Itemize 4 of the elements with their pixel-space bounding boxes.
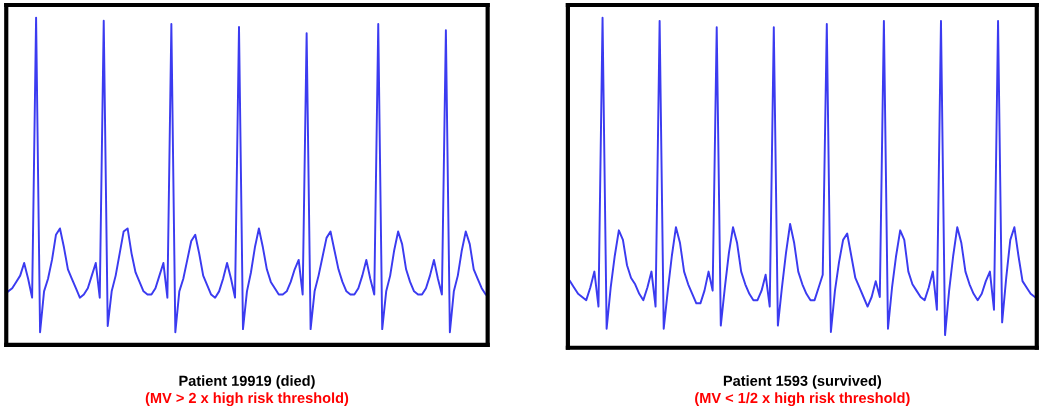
text: Patient 19919 (died) <box>179 375 315 389</box>
text: (MV > 2 x high risk threshold) <box>145 392 349 407</box>
text: Patient 1593 (survived) <box>723 375 882 389</box>
text: (MV < 1/2 x high risk threshold) <box>695 392 910 407</box>
